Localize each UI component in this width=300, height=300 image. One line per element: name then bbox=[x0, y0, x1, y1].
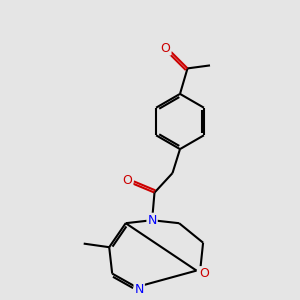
Text: N: N bbox=[134, 283, 144, 296]
Text: O: O bbox=[199, 267, 208, 280]
Text: O: O bbox=[161, 41, 170, 55]
Text: N: N bbox=[147, 214, 157, 227]
Text: O: O bbox=[123, 174, 132, 187]
